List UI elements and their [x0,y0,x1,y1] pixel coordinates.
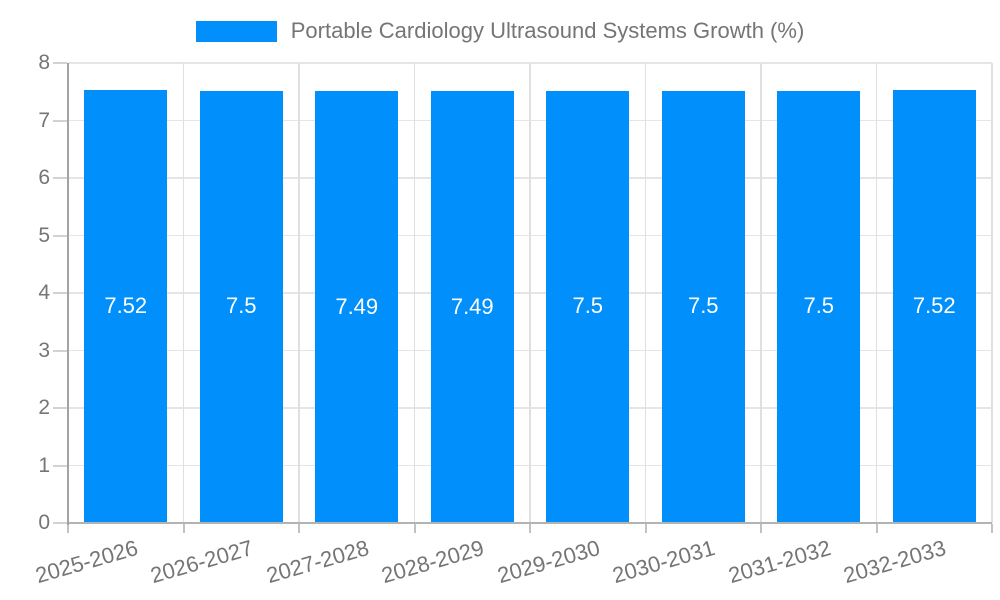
legend-item[interactable]: Portable Cardiology Ultrasound Systems G… [195,18,805,44]
x-axis-tick [182,524,185,533]
y-axis-tick-label: 5 [38,223,50,247]
y-axis-tick [53,349,67,352]
bar-value-label: 7.5 [803,293,835,319]
bar-value-label: 7.5 [572,293,604,319]
v-gridline [991,63,993,523]
x-axis-tick [760,524,762,533]
x-axis-line [68,522,992,524]
y-axis-tick [53,292,67,294]
v-gridline [182,63,185,523]
x-axis-tick [875,524,878,533]
y-axis-tick-label: 7 [38,108,50,132]
v-gridline [875,63,878,523]
y-axis-tick-label: 0 [38,511,50,534]
y-axis-tick [53,464,67,467]
bar: 7.49 [315,91,399,522]
y-axis-tick [53,119,67,122]
bar: 7.5 [546,90,630,522]
v-gridline [760,63,762,523]
chart-legend: Portable Cardiology Ultrasound Systems G… [0,18,1000,44]
bar: 7.52 [84,89,168,522]
plot-area: 7.52 7.5 7.49 7.49 7.5 7.5 7.5 7.52 [53,62,993,533]
bar: 7.5 [777,90,861,522]
y-axis-tick-label: 4 [38,281,50,304]
bar-value-label: 7.52 [912,292,956,318]
x-axis-tick [991,524,993,533]
x-axis-tick [413,524,416,533]
legend-label: Portable Cardiology Ultrasound Systems G… [290,18,805,43]
y-axis-tick-label: 8 [38,51,50,74]
bar-value-label: 7.5 [225,293,257,319]
v-gridline [644,63,647,523]
v-gridline [413,63,416,523]
x-axis-tick [67,524,69,533]
bar: 7.49 [430,91,514,522]
bar: 7.52 [892,89,976,522]
bar-value-label: 7.49 [335,293,379,319]
x-axis-tick [298,524,300,533]
y-axis-tick [53,177,67,179]
y-axis-line [67,63,69,525]
y-axis-tick [53,62,67,64]
bar: 7.5 [661,90,745,522]
bar-value-label: 7.5 [687,293,719,319]
bar-value-label: 7.52 [104,292,148,318]
legend-swatch-icon [195,20,277,42]
v-gridline [298,63,300,523]
y-axis-tick-label: 1 [38,453,50,477]
y-axis-tick-label: 3 [38,338,50,362]
y-axis-tick-label: 6 [38,166,50,189]
x-axis-tick [644,524,647,533]
x-axis-tick [529,524,531,533]
bar: 7.5 [199,90,283,522]
y-axis-tick [53,234,67,237]
y-axis-tick-label: 2 [38,396,50,419]
bar-value-label: 7.49 [450,293,494,319]
v-gridline [529,63,531,523]
y-axis-tick [53,522,67,524]
y-axis-tick [53,407,67,409]
